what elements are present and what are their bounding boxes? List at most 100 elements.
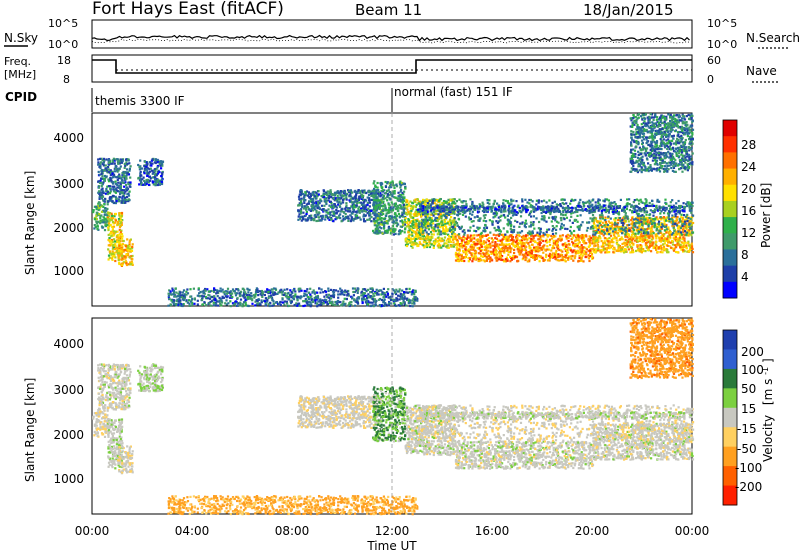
echo-cell <box>648 201 651 205</box>
echo-cell <box>302 218 305 221</box>
echo-cell <box>374 206 377 210</box>
echo-cell <box>681 218 684 221</box>
echo-cell <box>667 232 670 235</box>
echo-cell <box>328 212 332 216</box>
echo-cell <box>127 246 130 250</box>
echo-cell <box>490 252 493 255</box>
echo-cell <box>424 203 427 206</box>
echo-cell <box>582 260 585 263</box>
echo-cell <box>309 192 312 195</box>
echo-cell <box>366 201 369 205</box>
echo-cell <box>503 235 506 238</box>
echo-cell <box>366 203 369 206</box>
echo-cell <box>608 242 611 245</box>
echo-cell <box>393 215 396 218</box>
echo-cell <box>418 237 422 240</box>
echo-cell <box>128 245 131 248</box>
echo-cell <box>540 200 543 203</box>
echo-cell <box>405 211 408 214</box>
echo-cell <box>120 247 123 250</box>
echo-cell <box>384 209 388 212</box>
echo-cell <box>125 161 128 164</box>
echo-cell <box>315 202 318 205</box>
echo-cell <box>114 221 117 224</box>
echo-cell <box>660 227 664 230</box>
echo-cell <box>487 243 491 246</box>
echo-cell <box>127 194 131 197</box>
echo-cell <box>444 229 447 232</box>
echo-cell <box>325 211 328 214</box>
echo-cell <box>318 212 321 215</box>
echo-cell <box>425 221 428 224</box>
echo-cell <box>378 215 381 218</box>
echo-cell <box>578 225 581 228</box>
echo-cell <box>620 236 623 239</box>
echo-cell <box>426 215 429 218</box>
echo-cell <box>448 235 451 238</box>
echo-cell <box>588 238 592 241</box>
echo-cell <box>125 248 128 251</box>
echo-cell <box>519 251 523 254</box>
echo-cell <box>682 236 685 239</box>
echo-cell <box>663 247 666 251</box>
echo-cell <box>98 181 102 184</box>
echo-cell <box>546 248 549 251</box>
echo-cell <box>567 257 570 260</box>
echo-cell <box>345 204 348 207</box>
echo-cell <box>505 235 508 238</box>
echo-cell <box>106 190 109 194</box>
echo-cell <box>349 189 352 192</box>
echo-cell <box>605 223 608 226</box>
echo-cell <box>115 189 118 192</box>
echo-cell <box>376 221 379 225</box>
echo-cell <box>373 194 376 197</box>
echo-cell <box>474 242 477 245</box>
echo-cell <box>656 198 659 201</box>
echo-cell <box>580 251 583 254</box>
echo-cell <box>485 259 488 262</box>
echo-cell <box>126 193 129 196</box>
echo-cell <box>110 196 113 199</box>
echo-cell <box>99 214 102 217</box>
echo-cell <box>603 200 606 203</box>
echo-cell <box>501 258 504 261</box>
echo-cell <box>407 240 410 243</box>
echo-cell <box>587 245 590 249</box>
echo-cell <box>111 214 114 218</box>
echo-cell <box>632 201 635 204</box>
echo-cell <box>97 201 101 204</box>
echo-cell <box>128 162 131 165</box>
echo-cell <box>650 217 653 220</box>
echo-cell <box>335 208 338 212</box>
echo-cell <box>588 259 591 263</box>
echo-cell <box>300 191 304 194</box>
echo-cell <box>305 190 309 193</box>
echo-cell <box>634 217 637 221</box>
echo-cell <box>632 236 635 239</box>
echo-cell <box>621 246 624 249</box>
echo-cell <box>428 236 431 239</box>
echo-cell <box>607 220 610 223</box>
echo-cell <box>607 246 610 249</box>
echo-cell <box>121 262 124 265</box>
echo-cell <box>500 258 503 261</box>
echo-cell <box>443 232 446 235</box>
echo-cell <box>556 259 559 262</box>
echo-cell <box>459 245 462 248</box>
echo-cell <box>308 193 311 196</box>
echo-cell <box>113 215 116 218</box>
echo-cell <box>150 159 153 162</box>
echo-cell <box>328 196 331 200</box>
echo-cell <box>159 179 162 182</box>
echo-cell <box>613 248 616 251</box>
echo-cell <box>545 201 548 204</box>
echo-cell <box>610 239 613 242</box>
echo-cell <box>435 209 438 212</box>
echo-cell <box>640 230 643 233</box>
echo-cell <box>109 244 112 247</box>
echo-cell <box>607 211 610 214</box>
echo-cell <box>682 242 686 245</box>
echo-cell <box>333 203 337 206</box>
echo-cell <box>609 225 612 228</box>
echo-cell <box>115 187 118 190</box>
